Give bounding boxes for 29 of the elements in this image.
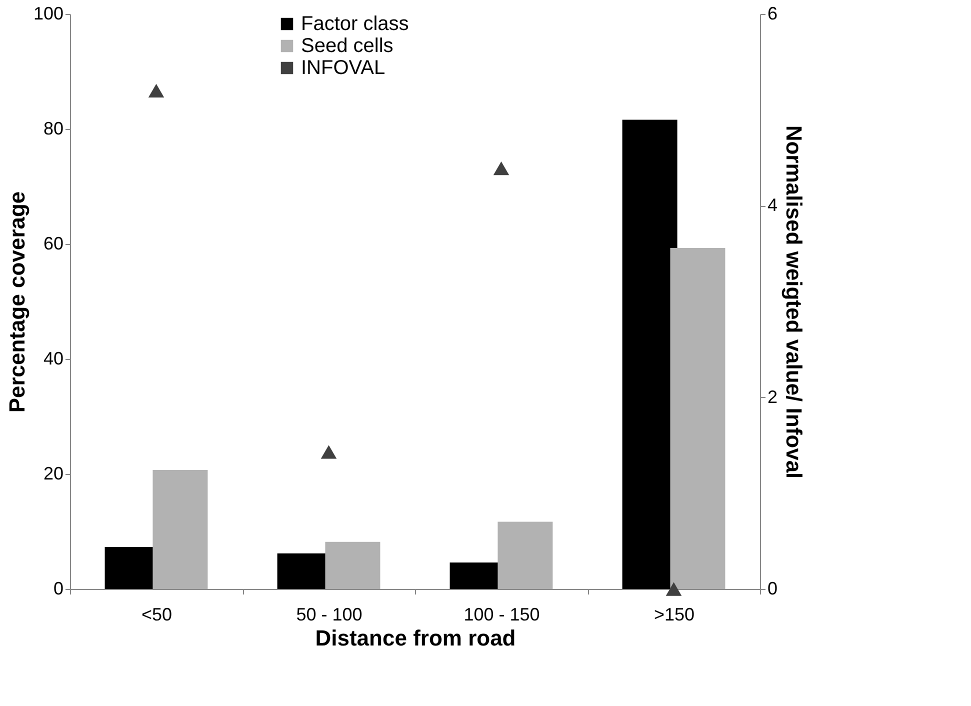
x-axis-title: Distance from road [315,626,516,650]
bar [498,522,553,589]
y-tick-label: 0 [53,578,64,598]
x-tick-label: <50 [141,604,172,624]
bar [670,248,726,589]
y-tick-label: 80 [43,118,64,138]
x-tick-label: 100 - 150 [464,604,540,624]
point [320,445,337,459]
legend-label: Factor class [301,13,409,35]
y-tick-label: 40 [43,348,64,368]
point [493,161,510,176]
y2-tick-label: 4 [768,195,778,216]
point [666,582,682,596]
y2-tick-label: 2 [768,386,778,407]
legend-label: Seed cells [301,35,394,57]
y-tick-label: 100 [33,4,64,24]
legend-label: INFOVAL [301,57,386,79]
bar [152,470,208,589]
bar [325,542,380,589]
x-tick-label: 50 - 100 [296,604,362,624]
x-tick-label: >150 [654,604,695,624]
y2-axis-title: Normalised weigted value/ Infoval [782,125,807,479]
bar [622,120,678,589]
y2-tick-label: 0 [768,578,778,598]
point [148,84,164,98]
y2-tick-label: 6 [768,4,778,24]
y-tick-label: 60 [43,234,64,254]
y-tick-label: 20 [43,464,64,484]
y-axis-title: Percentage coverage [4,191,30,413]
